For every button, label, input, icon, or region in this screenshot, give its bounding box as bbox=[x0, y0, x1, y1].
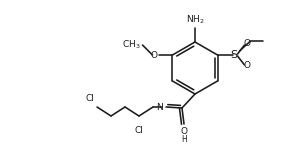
Text: Cl: Cl bbox=[85, 94, 94, 103]
Text: O: O bbox=[180, 126, 188, 135]
Text: O: O bbox=[150, 50, 158, 59]
Text: CH$_3$: CH$_3$ bbox=[122, 39, 141, 51]
Text: O: O bbox=[243, 39, 250, 48]
Text: Cl: Cl bbox=[135, 126, 143, 135]
Text: O: O bbox=[243, 61, 250, 70]
Text: H: H bbox=[181, 135, 187, 144]
Text: N: N bbox=[156, 103, 163, 112]
Text: S: S bbox=[230, 50, 237, 60]
Text: NH$_2$: NH$_2$ bbox=[186, 13, 204, 26]
